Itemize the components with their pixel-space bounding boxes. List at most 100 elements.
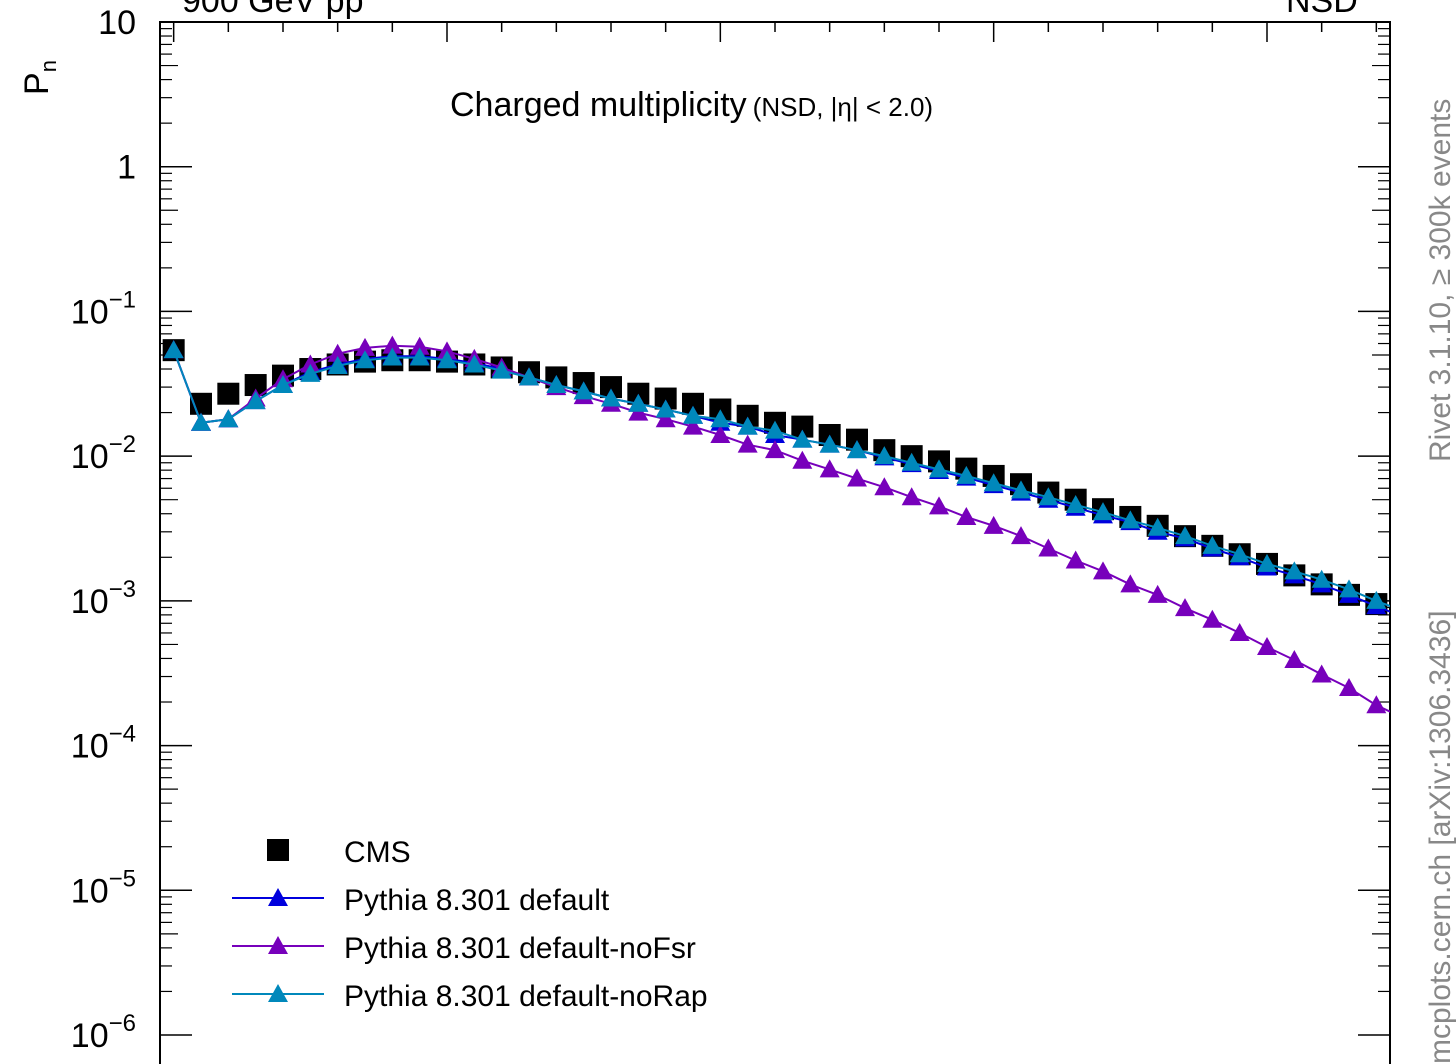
data-point-triangle <box>382 347 403 366</box>
data-point-triangle <box>847 468 867 487</box>
data-point-triangle <box>191 412 211 431</box>
data-point-triangle <box>874 446 895 465</box>
data-point-triangle <box>1038 538 1059 557</box>
data-point-triangle <box>1366 590 1387 609</box>
data-point-triangle <box>1120 574 1141 593</box>
data-point-triangle <box>792 450 813 469</box>
y-tick-label: 10−6 <box>71 1010 136 1055</box>
data-point-square <box>846 428 868 451</box>
data-point-triangle <box>1394 708 1414 726</box>
header-right-label: NSD <box>1286 0 1358 20</box>
data-point-triangle <box>683 405 703 424</box>
legend-label: Pythia 8.301 default <box>344 884 610 917</box>
data-point-triangle <box>409 336 430 355</box>
series-layer <box>162 335 1414 726</box>
data-point-triangle <box>737 416 758 435</box>
header-left-label: 900 GeV pp <box>182 0 364 20</box>
svg-text:Pn: Pn <box>18 60 61 95</box>
data-point-square <box>600 376 622 399</box>
data-point-triangle <box>601 388 621 407</box>
data-point-triangle <box>273 375 293 394</box>
data-point-triangle <box>792 429 813 448</box>
data-point-triangle <box>710 424 731 443</box>
data-point-triangle <box>655 399 676 418</box>
data-point-triangle <box>683 416 703 435</box>
legend-label: CMS <box>344 836 411 869</box>
y-tick-label: 10 <box>98 4 136 42</box>
data-point-triangle <box>1311 664 1332 683</box>
data-point-triangle <box>1147 584 1168 603</box>
legend-label: Pythia 8.301 default-noFsr <box>344 932 696 965</box>
data-point-triangle <box>1366 695 1387 714</box>
legend-item: CMS <box>267 836 411 869</box>
data-point-triangle <box>819 434 840 453</box>
legend-label: Pythia 8.301 default-noRap <box>344 980 708 1013</box>
data-point-triangle <box>819 459 840 478</box>
x-ticks <box>172 22 1378 42</box>
data-point-square <box>654 387 677 410</box>
y-tick-label: 10−4 <box>71 721 136 766</box>
data-point-triangle <box>1202 609 1223 628</box>
y-axis: 10 1 10−1 10−2 10−3 10−4 10−5 10−6 <box>71 4 1390 1055</box>
data-point-square <box>244 374 267 397</box>
data-point-square <box>736 404 759 427</box>
data-point-triangle <box>355 337 375 356</box>
data-point-triangle <box>218 409 239 428</box>
data-point-triangle <box>1011 526 1031 545</box>
chart-title-main: Charged multiplicity <box>450 86 747 124</box>
chart-title: Charged multiplicity (NSD, |η| < 2.0) <box>450 86 933 124</box>
data-point-triangle <box>573 381 594 400</box>
data-point-triangle <box>519 367 539 386</box>
data-point-triangle <box>1229 622 1250 641</box>
y-tick-label: 10−2 <box>71 431 136 476</box>
data-point-triangle <box>1093 502 1113 521</box>
data-point-triangle <box>765 440 785 459</box>
data-point-square <box>682 392 704 415</box>
data-point-triangle <box>327 343 348 362</box>
series-cms <box>162 339 1388 616</box>
data-point-square <box>791 415 814 438</box>
legend-marker-triangle <box>268 984 288 1002</box>
data-point-triangle <box>1175 526 1195 545</box>
data-point-triangle <box>327 355 348 374</box>
data-point-triangle <box>1147 517 1168 536</box>
data-point-triangle <box>929 496 949 515</box>
data-point-triangle <box>628 393 649 412</box>
data-point-triangle <box>1257 636 1277 655</box>
data-point-triangle <box>1175 598 1195 617</box>
legend-item: Pythia 8.301 default <box>232 884 610 917</box>
data-point-triangle <box>546 375 567 394</box>
data-point-triangle <box>655 409 676 428</box>
data-point-triangle <box>1311 569 1332 588</box>
series-line <box>172 349 1390 608</box>
data-point-triangle <box>300 363 321 382</box>
data-point-triangle <box>765 420 785 439</box>
data-point-triangle <box>1394 601 1414 619</box>
data-point-triangle <box>1339 677 1359 696</box>
data-point-triangle <box>983 515 1004 534</box>
data-point-triangle <box>901 487 922 506</box>
legend-item: Pythia 8.301 default-noRap <box>232 980 708 1013</box>
data-point-triangle <box>1394 607 1414 625</box>
data-point-triangle <box>1038 487 1059 506</box>
data-point-triangle <box>737 434 758 453</box>
data-point-square <box>627 382 650 405</box>
data-point-triangle <box>1093 561 1113 580</box>
data-point-triangle <box>245 391 266 410</box>
legend-marker-triangle <box>268 888 288 906</box>
data-point-triangle <box>1284 561 1305 580</box>
y-axis-label: Pn <box>18 60 61 95</box>
data-point-triangle <box>956 465 977 484</box>
side-text-upper: Rivet 3.1.10, ≥ 300k events <box>1424 98 1456 462</box>
legend-marker-square <box>267 839 289 861</box>
series-line <box>172 349 1390 613</box>
data-point-triangle <box>710 409 731 428</box>
data-point-triangle <box>163 340 184 359</box>
legend-marker-triangle <box>268 936 288 954</box>
data-point-triangle <box>1202 535 1223 554</box>
legend-item: Pythia 8.301 default-noFsr <box>232 932 696 965</box>
data-point-triangle <box>847 440 867 459</box>
data-point-triangle <box>355 350 375 369</box>
data-point-triangle <box>491 360 512 379</box>
